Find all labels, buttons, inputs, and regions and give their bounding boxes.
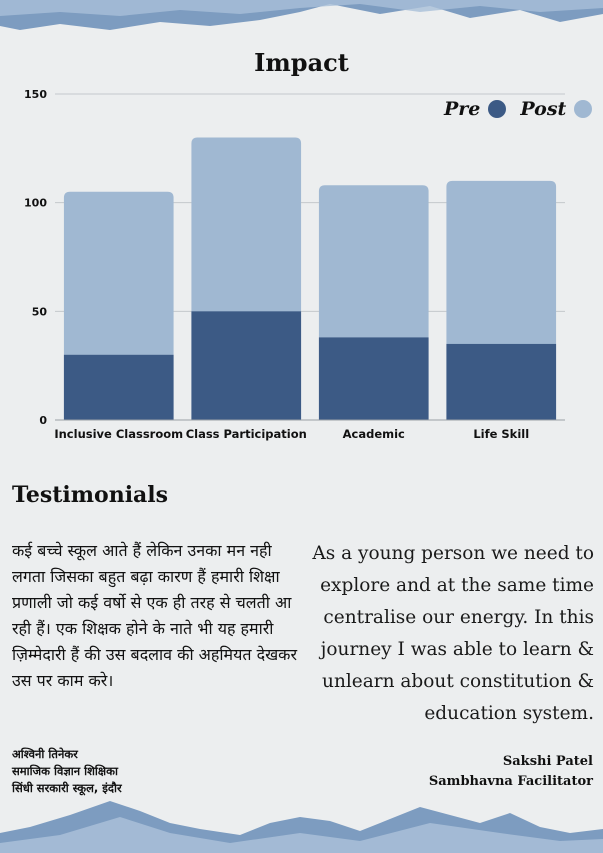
y-tick-label: 100: [24, 197, 47, 210]
hindi-author-role: समाजिक विज्ञान शिक्षिका: [12, 764, 118, 778]
pre-bar: [63, 354, 174, 420]
legend-label-post: Post: [520, 98, 567, 120]
torn-paper-top-decoration: [0, 0, 603, 30]
legend-swatch-post: [574, 100, 593, 118]
y-tick-label: 0: [39, 414, 47, 427]
chart-title: Impact: [254, 48, 349, 77]
legend-swatch-pre: [488, 100, 507, 118]
x-tick-label: Life Skill: [473, 427, 529, 441]
pre-bar: [191, 311, 302, 420]
hindi-author-school: सिंधी सरकारी स्कूल, इंदौर: [12, 781, 122, 795]
hindi-testimonial-quote: कई बच्चे स्कूल आते हैं लेकिन उनका मन नही…: [12, 541, 298, 690]
english-testimonial-attribution: Sakshi Patel Sambhavna Facilitator: [429, 752, 593, 792]
y-tick-label: 150: [24, 88, 47, 101]
pre-bar: [446, 343, 557, 420]
bar-chart: 0 50 100 150 Inclusive Classroom Class Partic…: [24, 88, 565, 441]
torn-paper-bottom-decoration: [0, 801, 603, 853]
x-tick-label: Class Participation: [186, 427, 307, 441]
testimonials-heading: Testimonials: [12, 482, 169, 508]
pre-bar: [318, 337, 429, 420]
legend-label-pre: Pre: [444, 98, 481, 120]
english-author-role: Sambhavna Facilitator: [428, 774, 593, 789]
x-tick-label: Inclusive Classroom: [54, 427, 183, 441]
english-author-name: Sakshi Patel: [502, 754, 593, 769]
english-testimonial-quote: As a young person we need to explore and…: [312, 543, 594, 724]
chart-legend: Pre Post: [444, 98, 593, 120]
x-tick-label: Academic: [343, 427, 405, 441]
hindi-author-name: अश्विनी तिनेकर: [12, 747, 78, 761]
hindi-testimonial-attribution: अश्विनी तिनेकर समाजिक विज्ञान शिक्षिका स…: [12, 746, 122, 797]
y-tick-label: 50: [32, 305, 48, 318]
